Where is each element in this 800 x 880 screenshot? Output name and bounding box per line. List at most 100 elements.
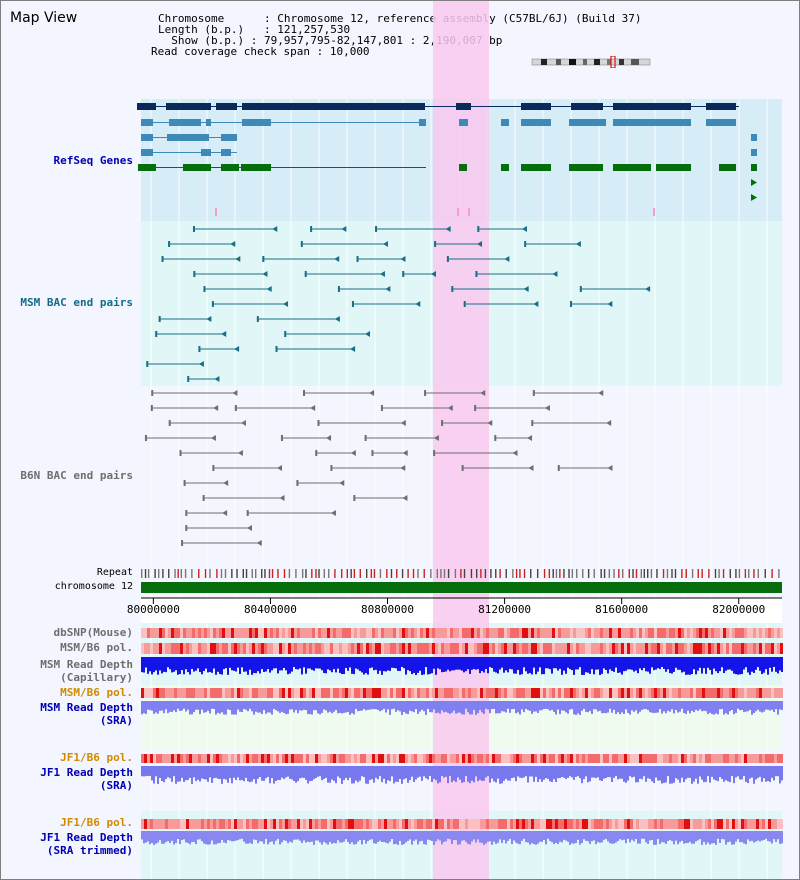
track-label-b6n-bac[interactable]: B6N BAC end pairs — [20, 469, 133, 482]
heat-cell — [648, 819, 651, 829]
depth-tracks[interactable] — [141, 657, 783, 845]
track-label-msm-b6-pol-2[interactable]: MSM/B6 pol. — [60, 686, 133, 699]
jf1-trimmed-depth-bar — [435, 831, 437, 842]
jf1-sra-depth-bar — [207, 766, 209, 782]
msm-capillary-depth-bar — [393, 657, 395, 668]
track-label-chromosome[interactable]: chromosome 12 — [54, 581, 133, 592]
msm-sra-depth-bar — [337, 701, 339, 714]
jf1-trimmed-depth-bar — [449, 831, 451, 840]
msm-capillary-depth-bar — [681, 657, 683, 673]
msm-sra-depth-bar — [255, 701, 257, 712]
msm-bac-pair-end-arrow — [415, 301, 421, 307]
gene-exon — [216, 103, 237, 110]
b6n-bac-pair-end — [185, 510, 188, 516]
heat-cell — [627, 819, 630, 829]
heat-cell — [330, 643, 333, 654]
heat-cell — [261, 688, 264, 698]
repeat-mark — [666, 569, 669, 578]
heat-cell — [222, 688, 225, 698]
repeat-mark — [674, 569, 677, 578]
track-label-msm-read-depth-capillary[interactable]: MSM Read Depth (Capillary) — [40, 658, 133, 684]
msm-sra-depth-bar — [687, 701, 689, 711]
msm-sra-depth-bar — [507, 701, 509, 709]
heat-cell — [717, 628, 720, 638]
heat-cell — [672, 628, 675, 638]
msm-capillary-depth-bar — [327, 657, 329, 670]
chromosome-ideogram[interactable] — [531, 53, 651, 69]
heat-cell — [273, 688, 276, 698]
repeat-mark — [632, 569, 634, 578]
heat-cell — [759, 643, 762, 654]
heat-cell — [168, 819, 171, 829]
heat-cell — [414, 643, 417, 654]
track-label-jf1-b6-pol-1[interactable]: JF1/B6 pol. — [60, 751, 133, 764]
msm-capillary-depth-bar — [405, 657, 407, 675]
heat-tracks[interactable] — [141, 628, 783, 829]
refseq-genes-track[interactable] — [137, 103, 757, 216]
heat-cell — [495, 688, 498, 698]
jf1-trimmed-depth-bar — [533, 831, 535, 845]
msm-capillary-depth-bar — [535, 657, 537, 675]
highlight-region[interactable] — [433, 1, 489, 879]
msm-capillary-depth-bar — [543, 657, 545, 675]
heat-cell — [690, 643, 693, 654]
msm-capillary-depth-bar — [581, 657, 583, 675]
track-label-jf1-read-depth-trimmed[interactable]: JF1 Read Depth (SRA trimmed) — [40, 831, 133, 857]
heat-cell — [567, 688, 570, 698]
heat-cell — [207, 819, 210, 829]
b6n-bac-track[interactable] — [144, 390, 613, 546]
repeat-track[interactable] — [141, 569, 780, 578]
track-label-msm-read-depth-sra[interactable]: MSM Read Depth (SRA) — [40, 701, 133, 727]
heat-cell — [228, 688, 231, 698]
jf1-sra-depth-bar — [277, 766, 279, 780]
heat-cell — [774, 688, 777, 698]
jf1-sra-depth-bar — [599, 766, 601, 781]
jf1-trimmed-depth-bar — [409, 831, 411, 840]
msm-sra-depth-bar — [725, 701, 727, 714]
b6n-bac-pair-end-arrow — [480, 390, 486, 396]
jf1-trimmed-depth-bar — [171, 831, 173, 841]
heat-cell — [669, 754, 672, 763]
jf1-trimmed-depth-bar — [493, 831, 495, 842]
heat-cell — [246, 819, 249, 829]
heat-cell — [474, 643, 477, 654]
repeat-mark — [379, 569, 382, 578]
track-label-msm-b6-pol-1[interactable]: MSM/B6 pol. — [60, 641, 133, 654]
heat-cell — [339, 628, 342, 638]
msm-capillary-depth-bar — [473, 657, 475, 669]
track-label-jf1-b6-pol-2[interactable]: JF1/B6 pol. — [60, 816, 133, 829]
msm-sra-depth-bar — [761, 701, 763, 713]
msm-bac-pair-end — [284, 331, 287, 337]
b6n-bac-pair-end — [424, 390, 427, 396]
heat-cell — [633, 819, 636, 829]
msm-capillary-depth-bar — [225, 657, 227, 669]
heat-cell — [396, 754, 399, 763]
track-label-refseq-genes[interactable]: RefSeq Genes — [53, 154, 133, 167]
track-label-msm-bac[interactable]: MSM BAC end pairs — [20, 296, 133, 309]
msm-sra-depth-bar — [441, 701, 443, 711]
jf1-trimmed-depth-bar — [289, 831, 291, 842]
heat-cell — [702, 754, 705, 763]
msm-sra-depth-bar — [741, 701, 743, 711]
heat-cell — [534, 688, 537, 698]
heat-cell — [231, 628, 234, 638]
msm-bac-track[interactable] — [146, 226, 651, 382]
chromosome-bar[interactable] — [141, 582, 782, 593]
heat-cell — [156, 819, 159, 829]
msm-capillary-depth-bar — [303, 657, 305, 668]
heat-cell — [720, 628, 723, 638]
msm-capillary-depth-bar — [557, 657, 559, 671]
msm-capillary-depth-bar — [511, 657, 513, 670]
heat-cell — [276, 643, 279, 654]
heat-cell — [306, 819, 309, 829]
track-label-dbsnp[interactable]: dbSNP(Mouse) — [53, 626, 133, 639]
heat-cell — [612, 628, 615, 638]
jf1-trimmed-depth-bar — [731, 831, 733, 845]
msm-capillary-depth-bar — [475, 657, 477, 670]
track-label-jf1-read-depth-sra[interactable]: JF1 Read Depth (SRA) — [40, 766, 133, 792]
heat-cell — [636, 628, 639, 638]
track-label-repeat[interactable]: Repeat — [96, 567, 133, 578]
b6n-bac-pair-end-arrow — [223, 480, 229, 486]
jf1-trimmed-depth-bar — [423, 831, 425, 845]
